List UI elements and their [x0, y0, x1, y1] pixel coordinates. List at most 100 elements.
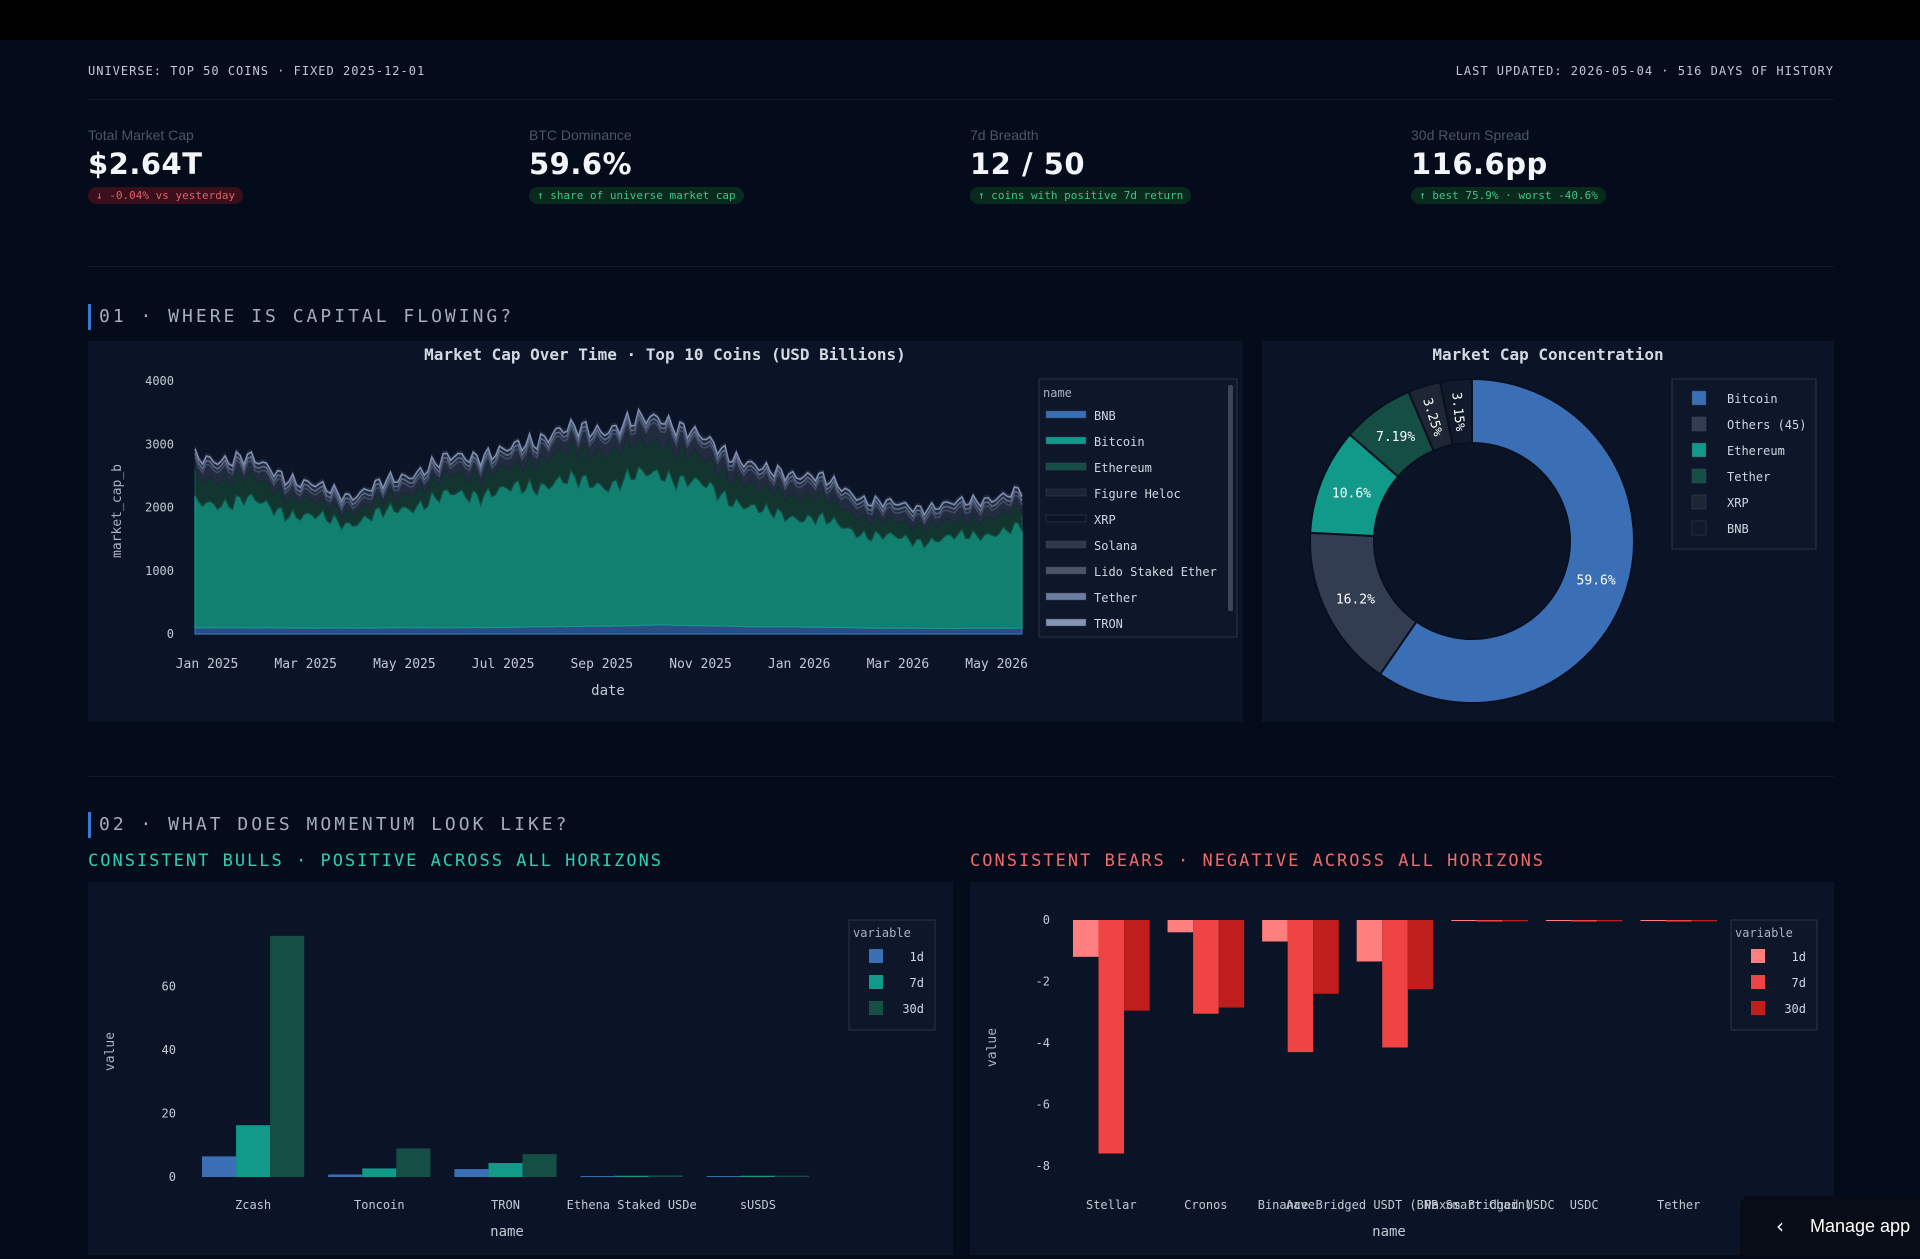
x-tick-label: Toncoin	[354, 1198, 405, 1212]
legend-item: Lido Staked Ether	[1094, 565, 1217, 579]
x-tick-label: Stellar	[1086, 1198, 1137, 1212]
y-tick-label: 40	[162, 1043, 176, 1057]
bar-7d	[1665, 920, 1692, 922]
legend-item: Others (45)	[1727, 418, 1806, 432]
x-tick-label: Jul 2025	[472, 657, 535, 672]
legend-item: XRP	[1094, 513, 1116, 527]
donut-slice-bitcoin	[1378, 377, 1635, 704]
legend-swatch	[1045, 592, 1087, 601]
bar-1d	[328, 1174, 363, 1177]
manage-app-button[interactable]: ‹ Manage app	[1740, 1196, 1920, 1255]
universe-label: UNIVERSE: TOP 50 COINS · FIXED 2025-12-0…	[88, 64, 426, 78]
legend-swatch	[869, 1001, 883, 1015]
x-tick-label: Jan 2026	[768, 657, 831, 672]
bar-1d	[1451, 920, 1477, 921]
legend-item: TRON	[1094, 617, 1123, 631]
kpi-delta-badge: ↑ best 75.9% · worst -40.6%	[1411, 187, 1606, 204]
bar-30d	[396, 1148, 431, 1177]
kpi-value: 116.6pp	[1411, 147, 1548, 181]
legend-item: Ethereum	[1727, 444, 1785, 458]
x-tick-label: Jan 2025	[176, 657, 239, 672]
legend-swatch	[1691, 468, 1707, 484]
area-band-line	[194, 412, 1023, 522]
bar-7d	[362, 1168, 397, 1177]
bar-1d	[1262, 920, 1288, 942]
donut-label: 7.19%	[1376, 430, 1415, 445]
legend-swatch	[1751, 949, 1765, 963]
legend-swatch	[1045, 618, 1087, 627]
x-tick-label: May 2026	[965, 657, 1028, 672]
x-tick-label: Paxos Bridged USDC	[1425, 1198, 1555, 1212]
arrow-down-icon: ↓	[96, 189, 110, 202]
y-tick-label: 3000	[145, 437, 174, 451]
bar-30d	[1691, 920, 1718, 922]
legend-scrollbar	[1228, 385, 1233, 611]
area-band-line	[194, 415, 1023, 525]
y-tick-label: 0	[1043, 913, 1050, 927]
bar-30d	[648, 1175, 683, 1177]
kpi-delta-text: best 75.9% · worst -40.6%	[1432, 189, 1598, 202]
legend-swatch	[1751, 975, 1765, 989]
bar-1d	[454, 1169, 489, 1177]
legend-swatch	[1691, 494, 1707, 510]
market-cap-area-chart: Market Cap Over Time · Top 10 Coins (USD…	[110, 345, 1238, 699]
bar-7d	[488, 1163, 523, 1177]
kpi-label: Total Market Cap	[88, 127, 194, 143]
legend-item: Tether	[1727, 470, 1770, 484]
area-band-line	[194, 407, 1023, 517]
bar-1d	[1072, 920, 1099, 957]
x-tick-label: Aave	[1286, 1198, 1315, 1212]
legend-item: 1d	[910, 950, 924, 964]
y-axis-label: market_cap_b	[110, 464, 125, 558]
legend-item: Figure Heloc	[1094, 487, 1181, 501]
bar-1d	[1545, 920, 1572, 921]
kpi-delta-text: -0.04% vs yesterday	[109, 189, 236, 202]
last-updated-label: LAST UPDATED: 2026-05-04 · 516 DAYS OF H…	[1455, 64, 1834, 78]
legend-item: 7d	[1792, 976, 1806, 990]
legend-box	[1671, 378, 1817, 550]
legend-swatch	[1691, 390, 1707, 406]
x-axis-label: date	[591, 683, 625, 699]
x-tick-label: Binance Bridged USDT (BNB Smart Chain)	[1258, 1198, 1533, 1212]
y-tick-label: -6	[1036, 1097, 1050, 1111]
donut-label: 3.15%	[1448, 392, 1467, 433]
legend-swatch	[869, 975, 883, 989]
market-cap-donut-chart: Market Cap Concentration 59.6% 16.2% 10.6% 7…	[1309, 345, 1817, 704]
bar-1d	[580, 1176, 615, 1178]
x-tick-label: Tether	[1657, 1198, 1700, 1212]
x-tick-label: Mar 2025	[274, 657, 337, 672]
kpi-total-market-cap: Total Market Cap $2.64T ↓ -0.04% vs yest…	[88, 127, 468, 204]
kpi-delta-text: coins with positive 7d return	[991, 189, 1184, 202]
bar-7d	[1193, 920, 1219, 1014]
x-tick-label: Zcash	[235, 1198, 271, 1212]
legend-swatch	[1045, 462, 1087, 471]
legend-title: name	[1043, 386, 1072, 400]
legend-swatch	[1691, 416, 1707, 432]
legend-title: variable	[1735, 926, 1793, 940]
bar-30d	[1124, 920, 1150, 1011]
y-tick-label: 20	[162, 1106, 176, 1120]
bears-subtitle: CONSISTENT BEARS · NEGATIVE ACROSS ALL H…	[970, 851, 1546, 871]
y-tick-label: 2000	[145, 501, 174, 515]
x-axis-label: name	[1372, 1224, 1406, 1240]
bar-7d	[1098, 920, 1125, 1154]
x-tick-label: Nov 2025	[669, 657, 732, 672]
donut-slice-bnb	[1438, 377, 1473, 447]
bulls-chart-panel: 0 20 40 60 value Zcash Toncoin TRON Ethena Stake…	[88, 882, 953, 1255]
legend-item: Tether	[1094, 591, 1137, 605]
legend-item: Solana	[1094, 539, 1137, 553]
x-tick-label: USDC	[1570, 1198, 1599, 1212]
bulls-subtitle: CONSISTENT BULLS · POSITIVE ACROSS ALL H…	[88, 851, 664, 871]
kpi-30d-return-spread: 30d Return Spread 116.6pp ↑ best 75.9% ·…	[1411, 127, 1791, 204]
x-tick-label: sUSDS	[740, 1198, 776, 1212]
area-chart-panel: Market Cap Over Time · Top 10 Coins (USD…	[88, 341, 1243, 722]
browser-top-bar	[0, 0, 1920, 40]
legend-swatch	[1751, 1001, 1765, 1015]
divider	[88, 776, 1834, 777]
bears-chart-panel: 0 -2 -4 -6 -8 value Stellar Cronos Aave Binance B…	[970, 882, 1834, 1255]
legend-item: XRP	[1727, 496, 1749, 510]
y-axis-label: value	[103, 1032, 118, 1071]
x-axis-label: name	[490, 1224, 524, 1240]
y-tick-label: -4	[1036, 1036, 1050, 1050]
